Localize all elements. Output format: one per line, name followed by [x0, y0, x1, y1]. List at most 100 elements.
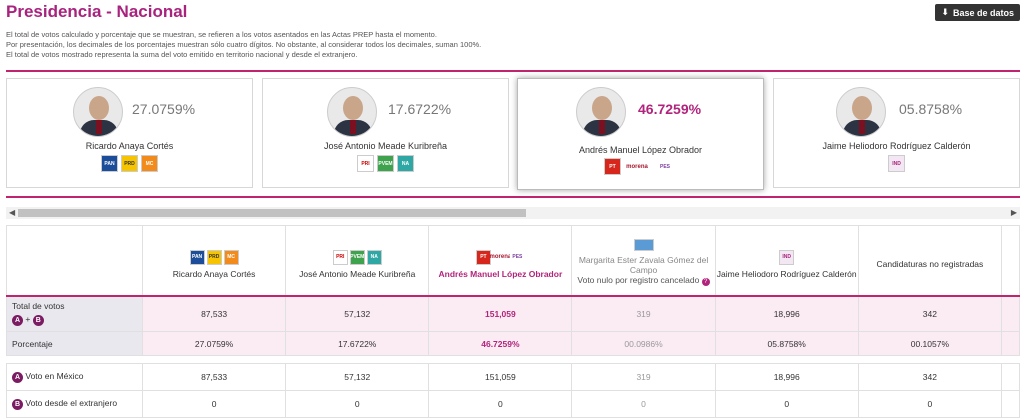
pan-logo-icon: PAN: [189, 249, 205, 265]
pes-logo-icon: PES: [653, 158, 677, 175]
row-label: Total de votos: [12, 301, 65, 312]
column-header: Candidaturas no registradas: [857, 225, 1003, 296]
table-row: A Voto en México 87,533 57,132 151,059 3…: [6, 363, 1020, 391]
candidate-card-rodriguez[interactable]: 05.8758% Jaime Heliodoro Rodríguez Calde…: [773, 78, 1020, 188]
horizontal-scrollbar[interactable]: ◀ ▶: [6, 207, 1020, 219]
table-cell: 342: [857, 363, 1003, 391]
column-header-name: Andrés Manuel López Obrador: [438, 268, 563, 279]
note-line: El total de votos mostrado representa la…: [6, 50, 358, 59]
candidate-card-anaya[interactable]: 27.0759% Ricardo Anaya Cortés PAN PRD MC: [6, 78, 253, 188]
badge-a: A: [12, 315, 23, 327]
note-line: Por presentación, los decimales de los p…: [6, 40, 482, 49]
column-header-name: José Antonio Meade Kuribreña: [299, 268, 416, 279]
row-label: Voto en México: [25, 371, 84, 381]
database-button-label: Base de datos: [952, 7, 1014, 18]
morena-logo-icon: morena: [490, 249, 511, 265]
chevron-right-icon[interactable]: ▶: [1010, 208, 1017, 217]
candidate-card-meade[interactable]: 17.6722% José Antonio Meade Kuribreña PR…: [262, 78, 509, 188]
table-cell: 87,533: [141, 363, 287, 391]
pri-logo-icon: PRI: [357, 155, 374, 172]
database-button[interactable]: ⬇ Base de datos: [935, 4, 1020, 21]
badge-b: B: [32, 315, 44, 327]
table-cell: 151,059: [428, 294, 573, 332]
table-cell: 151,059: [428, 363, 573, 391]
candidate-card-lopez-obrador[interactable]: 46.7259% Andrés Manuel López Obrador PT …: [517, 78, 764, 190]
divider: [6, 196, 1020, 198]
column-header-name: Ricardo Anaya Cortés: [172, 268, 256, 279]
pvem-logo-icon: PVEM: [349, 249, 365, 265]
column-header: PAN PRD MC Ricardo Anaya Cortés: [141, 225, 287, 296]
row-label: Porcentaje: [6, 331, 143, 356]
prd-logo-icon: PRD: [121, 155, 138, 172]
pan-logo-icon: PAN: [101, 155, 118, 172]
morena-logo-icon: morena: [624, 158, 650, 175]
question-icon[interactable]: ?: [701, 277, 710, 286]
candidate-percentage: 05.8758%: [899, 101, 963, 117]
na-logo-icon: NA: [397, 155, 414, 172]
avatar: [836, 87, 886, 137]
table-cell: 0: [571, 390, 716, 418]
table-cell: 57,132: [285, 363, 430, 391]
pt-logo-icon: PT: [475, 249, 491, 265]
download-icon: ⬇: [941, 7, 949, 17]
table-row: Total de votos A + B 87,533 57,132 151,0…: [6, 294, 1020, 332]
candidate-percentage: 46.7259%: [638, 101, 702, 117]
table-corner: [6, 225, 143, 296]
column-header-note: Voto nulo por registro cancelado: [577, 274, 700, 285]
candidate-name: Ricardo Anaya Cortés: [85, 141, 174, 151]
chevron-left-icon[interactable]: ◀: [9, 208, 16, 217]
independent-logo-icon: [633, 238, 654, 251]
candidate-name: Jaime Heliodoro Rodríguez Calderón: [822, 141, 971, 151]
table-cell: 319: [571, 363, 716, 391]
table-cell: 00.0986%: [571, 331, 716, 356]
results-table: PAN PRD MC Ricardo Anaya Cortés PRI PVEM NA …: [6, 225, 1020, 418]
table-cell: 57,132: [285, 294, 430, 332]
candidate-name: Andrés Manuel López Obrador: [578, 145, 703, 155]
plus-sign: +: [25, 314, 31, 325]
page-title: Presidencia - Nacional: [6, 2, 188, 21]
badge-a: A: [12, 372, 23, 383]
independent-logo-icon: IND: [779, 249, 795, 265]
notes: El total de votos calculado y porcentaje…: [6, 30, 706, 60]
na-logo-icon: NA: [366, 249, 382, 265]
avatar: [73, 87, 123, 137]
candidate-percentage: 17.6722%: [388, 101, 452, 117]
table-cell: 0: [285, 390, 430, 418]
table-cell: 05.8758%: [714, 331, 859, 356]
table-cell: 18,996: [714, 294, 859, 332]
mc-logo-icon: MC: [141, 155, 158, 172]
note-line: El total de votos calculado y porcentaje…: [6, 30, 437, 39]
avatar: [327, 87, 377, 137]
column-header: PRI PVEM NA José Antonio Meade Kuribreña: [285, 225, 430, 296]
column-header-name: Margarita Ester Zavala Gómez del Campo: [578, 254, 709, 275]
column-header-name: Candidaturas no registradas: [876, 259, 984, 270]
column-header-name: Jaime Heliodoro Rodríguez Calderón: [716, 268, 857, 279]
candidate-cards: 27.0759% Ricardo Anaya Cortés PAN PRD MC…: [6, 78, 1020, 190]
table-cell: 87,533: [141, 294, 287, 332]
table-cell: 46.7259%: [428, 331, 573, 356]
candidate-name: José Antonio Meade Kuribreña: [323, 141, 448, 151]
table-cell: 0: [428, 390, 573, 418]
scrollbar-thumb[interactable]: [18, 209, 526, 217]
table-cell: 00.1057%: [857, 331, 1003, 356]
pvem-logo-icon: PVEM: [377, 155, 394, 172]
column-header: PT morena PES Andrés Manuel López Obrador: [428, 225, 573, 296]
table-cell: 342: [857, 294, 1003, 332]
table-cell: 17.6722%: [285, 331, 430, 356]
table-cell: 0: [714, 390, 859, 418]
table-cell: 319: [571, 294, 716, 332]
column-header: Margarita Ester Zavala Gómez del Campo V…: [571, 225, 716, 296]
independent-logo-icon: IND: [888, 155, 905, 172]
prd-logo-icon: PRD: [206, 249, 222, 265]
table-cell: 27.0759%: [141, 331, 287, 356]
table-row: B Voto desde el extranjero 0 0 0 0 0 0: [6, 390, 1020, 418]
row-label: Voto desde el extranjero: [25, 398, 118, 408]
avatar: [576, 87, 626, 137]
divider: [6, 70, 1020, 72]
pes-logo-icon: PES: [509, 249, 525, 265]
table-cell: 0: [857, 390, 1003, 418]
pri-logo-icon: PRI: [332, 249, 348, 265]
table-cell: 0: [141, 390, 287, 418]
badge-b: B: [12, 399, 23, 410]
pt-logo-icon: PT: [604, 158, 621, 175]
